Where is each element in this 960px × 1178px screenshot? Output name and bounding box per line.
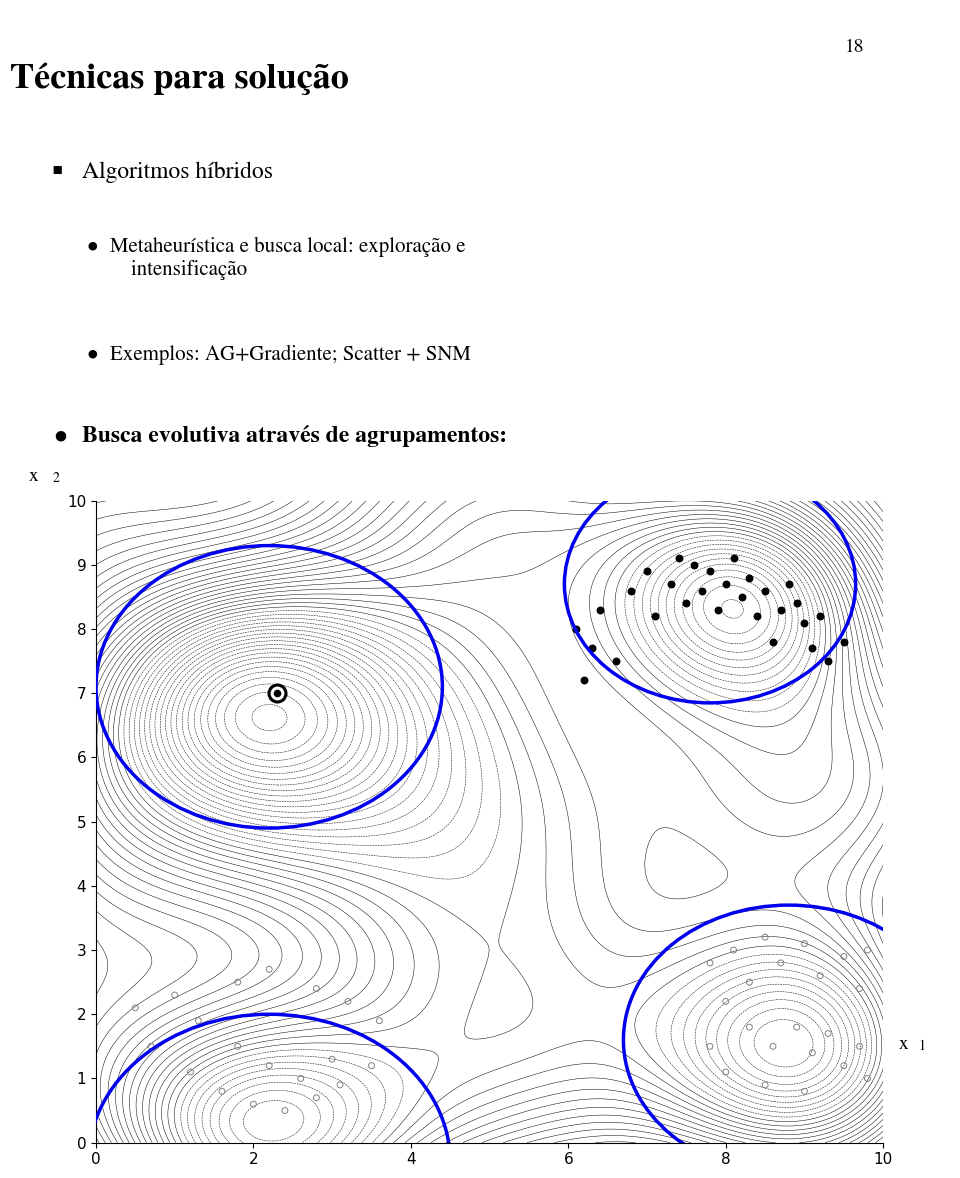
Point [576,671,591,690]
Point [852,979,867,998]
Point [742,973,757,992]
Point [765,633,780,651]
Text: •: • [53,425,67,448]
Point [860,940,876,959]
Point [261,960,276,979]
Point [710,601,726,620]
Text: x₂: x₂ [29,468,44,484]
Point [726,549,741,568]
Point [340,992,355,1011]
Point [663,575,679,594]
Point [757,581,773,600]
Point [836,633,852,651]
Point [797,614,812,633]
Point [718,992,733,1011]
Point [757,928,773,947]
Point [270,683,285,702]
Text: 18: 18 [845,39,864,57]
Point [742,568,757,587]
Point [214,1081,229,1100]
Point [293,1070,308,1088]
Point [686,555,702,574]
Point [703,1037,718,1055]
Point [742,1018,757,1037]
Point [364,1057,379,1076]
Text: Busca evolutiva através de agrupamentos:: Busca evolutiva através de agrupamentos: [82,425,507,448]
Text: Metaheurística e busca local: exploração e
    intensificação: Metaheurística e busca local: exploração… [110,237,466,280]
Point [852,1037,867,1055]
Point [821,651,836,670]
Point [797,1081,812,1100]
Point [246,1094,261,1113]
Text: •: • [86,345,98,365]
Point [797,934,812,953]
Point [608,651,623,670]
Text: Técnicas para solução: Técnicas para solução [10,62,348,95]
Point [270,683,285,702]
Point [757,1076,773,1094]
Point [324,1050,340,1068]
Point [773,601,788,620]
Point [679,594,694,613]
Point [726,940,741,959]
Point [182,1063,198,1081]
Text: 1: 1 [919,1039,925,1053]
Point [804,1044,820,1063]
Point [812,966,828,985]
Point [703,562,718,581]
Point [860,1070,876,1088]
Point [703,953,718,972]
Point [270,683,285,702]
Point [750,607,765,626]
Point [812,607,828,626]
Point [733,588,749,607]
Text: Algoritmos híbridos: Algoritmos híbridos [82,161,273,183]
Point [191,1011,206,1030]
Point [781,575,797,594]
Point [821,1024,836,1043]
Text: 2: 2 [53,471,60,484]
Point [332,1076,348,1094]
Point [167,986,182,1005]
Point [592,601,608,620]
Point [230,1037,246,1055]
Point [585,638,600,657]
Point [836,1057,852,1076]
Point [836,947,852,966]
Point [671,549,686,568]
Point [789,1018,804,1037]
Point [639,562,655,581]
Point [624,581,639,600]
Text: x₁: x₁ [899,1035,914,1053]
Point [773,953,788,972]
Point [647,607,662,626]
Point [143,1037,158,1055]
Point [230,973,246,992]
Point [309,979,324,998]
Point [804,638,820,657]
Point [261,1057,276,1076]
Point [309,1088,324,1107]
Point [694,581,709,600]
Point [718,575,733,594]
Point [718,1063,733,1081]
Point [277,1101,293,1120]
Text: Exemplos: AG+Gradiente; Scatter + SNM: Exemplos: AG+Gradiente; Scatter + SNM [110,345,471,365]
Point [128,999,143,1018]
Point [765,1037,780,1055]
Point [372,1011,387,1030]
Text: •: • [86,237,98,257]
Text: ▪: ▪ [53,161,62,179]
Point [789,594,804,613]
Point [568,620,584,638]
